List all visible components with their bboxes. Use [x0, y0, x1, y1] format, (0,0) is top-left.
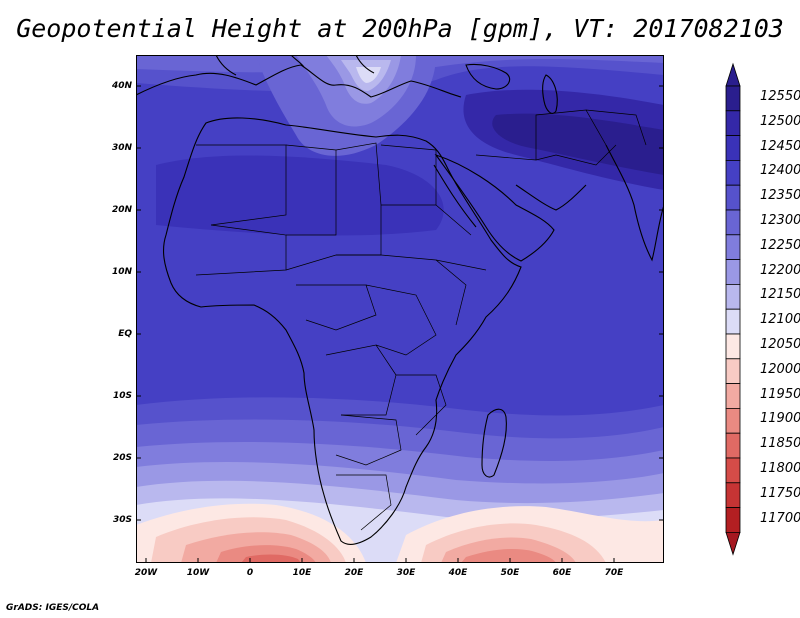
- field-low-west-5: [241, 554, 301, 563]
- coast-europe: [136, 64, 462, 98]
- legend-swatch: [725, 259, 741, 285]
- legend-level-label: 12450: [760, 138, 800, 154]
- legend-swatch: [725, 507, 741, 533]
- map-frame: [136, 55, 664, 563]
- border-10: [335, 414, 402, 466]
- lon-label-70e: 70E: [604, 568, 624, 578]
- border-12: [336, 474, 392, 531]
- country-borders: [195, 109, 647, 531]
- legend-level-label: 11900: [760, 411, 800, 427]
- lon-label-10w: 10W: [186, 568, 210, 578]
- lon-label-20w: 20W: [134, 568, 158, 578]
- lat-label-eq: EQ: [118, 329, 132, 339]
- border-6: [285, 254, 467, 326]
- map-title: Geopotential Height at 200hPa [gpm], VT:…: [16, 14, 784, 43]
- coast-africa: [162, 117, 522, 546]
- legend-swatch: [725, 407, 741, 434]
- legend-level-label: 11700: [760, 510, 800, 526]
- legend-swatch: [725, 482, 741, 508]
- coast-caspian: [542, 74, 558, 114]
- legend-swatch: [725, 457, 741, 484]
- lon-label-60e: 60E: [552, 568, 572, 578]
- legend-swatch: [725, 308, 741, 335]
- tick-marks: [136, 85, 664, 563]
- legend-level-label: 12550: [760, 89, 800, 104]
- geopotential-map: [136, 55, 664, 563]
- legend-level-label: 12150: [760, 287, 800, 303]
- map-svg: [136, 55, 664, 563]
- coast-madagascar: [481, 408, 507, 478]
- legend-level-label: 12050: [760, 337, 800, 352]
- legend-swatch: [725, 333, 741, 360]
- border-7: [296, 284, 377, 331]
- legend-arrow-max: [725, 62, 741, 87]
- lat-label-20s: 20S: [112, 453, 132, 463]
- border-8: [365, 284, 437, 356]
- legend-swatch: [725, 85, 741, 112]
- coast-europe-detail: [215, 55, 375, 76]
- legend-level-label: 12100: [760, 312, 800, 328]
- coast-arabia: [434, 153, 555, 262]
- border-15: [535, 109, 647, 160]
- legend-swatch: [725, 135, 741, 161]
- legend-swatch: [725, 283, 741, 310]
- field-high-core: [492, 113, 664, 175]
- legend-swatch: [725, 383, 741, 409]
- lon-label-50e: 50E: [500, 568, 520, 578]
- field-med-trough-5: [356, 67, 381, 83]
- lat-label-40n: 40N: [111, 81, 132, 91]
- legend-arrow-min: [725, 531, 741, 556]
- border-2: [285, 144, 337, 236]
- legend-swatch: [725, 234, 741, 261]
- lon-label-0: 0: [246, 568, 254, 578]
- legend-level-label: 12300: [760, 213, 800, 228]
- coast-gulf: [515, 184, 587, 211]
- legend-level-label: 12000: [760, 361, 800, 377]
- border-1: [196, 144, 287, 226]
- legend-level-label: 11850: [760, 436, 800, 452]
- lat-label-10s: 10S: [112, 391, 132, 401]
- credit-text: GrADS: IGES/COLA: [6, 603, 100, 613]
- border-13: [435, 204, 487, 271]
- lat-label-20n: 20N: [111, 205, 132, 215]
- legend-swatch: [725, 160, 741, 186]
- lon-label-40e: 40E: [448, 568, 468, 578]
- legend-swatch: [725, 110, 741, 136]
- legend-level-label: 12400: [760, 163, 800, 179]
- coast-blacksea: [465, 63, 511, 90]
- legend-swatch: [725, 358, 741, 384]
- coast-india: [605, 144, 664, 262]
- border-14: [475, 144, 617, 166]
- coastlines: [136, 55, 664, 546]
- legend-level-label: 11800: [760, 461, 800, 476]
- field-low-east-4: [461, 549, 556, 563]
- legend-level-label: 11750: [760, 485, 800, 501]
- legend-swatch: [725, 184, 741, 211]
- border-4: [380, 144, 437, 206]
- lat-label-10n: 10N: [111, 267, 132, 277]
- coast-redsea: [433, 164, 477, 228]
- lat-label-30n: 30N: [111, 143, 132, 153]
- border-11: [396, 374, 447, 436]
- border-5: [195, 224, 287, 276]
- legend-level-label: 12200: [760, 262, 800, 278]
- legend-colorbar: [725, 62, 741, 556]
- lon-label-30e: 30E: [396, 568, 416, 578]
- legend-swatch: [725, 432, 741, 459]
- lat-label-30s: 30S: [112, 515, 132, 525]
- legend-level-label: 11950: [760, 386, 800, 402]
- lon-label-20e: 20E: [344, 568, 364, 578]
- legend-level-label: 12250: [760, 237, 800, 253]
- legend-level-label: 12350: [760, 188, 800, 204]
- field-sahara-high: [156, 155, 444, 236]
- legend-swatch: [725, 209, 741, 236]
- lon-label-10e: 10E: [292, 568, 312, 578]
- legend-level-label: 12500: [760, 113, 800, 129]
